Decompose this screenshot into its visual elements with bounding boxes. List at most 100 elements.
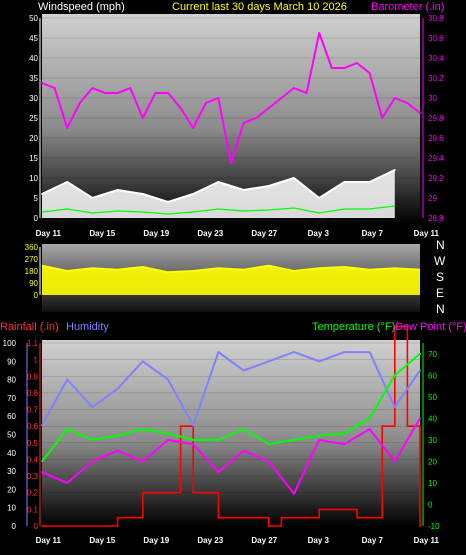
wind-x-tick-label: Day 7 [362, 229, 384, 238]
temperature-point [368, 417, 371, 420]
direction-line [41, 264, 421, 274]
barometer-point [179, 107, 182, 109]
barometer-point [217, 97, 220, 99]
barometer-point [192, 127, 195, 129]
humidity-label: Humidity [66, 321, 109, 333]
barometer-point [91, 87, 94, 89]
temperature-y-tick-label: -10 [428, 522, 440, 531]
barometer-y-tick-label: 30.4 [428, 54, 444, 63]
temperature-y-tick-label: 50 [428, 393, 437, 402]
wind-y-tick-label: 45 [29, 34, 38, 43]
windspeed-point [318, 197, 321, 199]
windspeed-point [167, 201, 169, 203]
rainfall-y-tick-label: 0.1 [27, 505, 39, 514]
dewpoint-point [116, 449, 119, 452]
compass-letter-e: E [436, 286, 444, 300]
windspeed-point [116, 189, 119, 191]
wind-y-tick-label: 0 [34, 214, 39, 223]
barometer-y-tick-label: 30.8 [428, 14, 444, 23]
dewpoint-point [66, 482, 69, 484]
windspeed-point [91, 197, 94, 199]
temperature-point [116, 434, 119, 437]
humidity-point [116, 387, 119, 390]
compass-letter-w: W [434, 254, 446, 268]
rainfall-y-tick-label: 0.5 [27, 439, 39, 448]
temperature-point [419, 352, 421, 355]
barometer-y-tick-label: 28.8 [428, 214, 444, 223]
dewpoint-point [192, 443, 195, 446]
humidity-point [167, 378, 169, 381]
barometer-point [293, 87, 295, 89]
barometer-point [280, 97, 283, 99]
windspeed-area [42, 170, 395, 218]
barometer-point [242, 122, 245, 124]
rainfall-y-tick-label: 1.1 [27, 339, 39, 348]
humidity-y-tick-label: 0 [12, 522, 17, 531]
wind-x-tick-label: Day 27 [251, 229, 277, 238]
direction-area [42, 265, 420, 295]
windspeed-point [66, 181, 69, 183]
barometer-point [330, 67, 333, 69]
rainfall-point [267, 525, 270, 527]
humidity-x-tick-label: Day 11 [414, 536, 440, 545]
dewpoint-point [343, 443, 346, 446]
humidity-point [318, 360, 321, 363]
humidity-point [66, 378, 69, 381]
temperature-point [242, 428, 245, 431]
barometer-point [393, 97, 396, 99]
rainfall-label: Rainfall (.in) [0, 321, 59, 333]
barometer-point [129, 87, 132, 89]
barometer-point [356, 62, 358, 64]
barometer-point [318, 32, 321, 34]
humidity-point [141, 360, 144, 363]
temperature-point [66, 428, 69, 431]
rainfall-point [141, 491, 144, 494]
humidity-point [267, 360, 270, 363]
wind-y-tick-label: 35 [29, 74, 38, 83]
wind-y-tick-label: 40 [29, 54, 38, 63]
wind-y-tick-label: 10 [29, 174, 38, 183]
rainfall-point [217, 516, 220, 519]
barometer-point [406, 102, 409, 104]
humidity-point [368, 351, 371, 354]
rainfall-y-tick-label: 0.9 [27, 372, 39, 381]
dewpoint-point [242, 449, 245, 452]
temperature-y-tick-label: 60 [428, 371, 437, 380]
windspeed-point [267, 185, 270, 187]
humidity-line [41, 351, 421, 427]
rainfall-point [419, 525, 421, 527]
rainfall-y-tick-label: 0.8 [27, 389, 39, 398]
wind-x-tick-label: Day 3 [308, 229, 330, 238]
windspeed-point [141, 193, 144, 195]
temperature-point [267, 443, 270, 446]
barometer-point [141, 117, 144, 119]
wind-y-tick-label: 30 [29, 94, 38, 103]
humidity-y-tick-label: 70 [7, 394, 16, 403]
humidity-x-tick-label: Day 19 [143, 536, 169, 545]
temperature-point [393, 374, 396, 377]
direction-y-tick-label: 180 [25, 267, 39, 276]
humidity-point [217, 351, 220, 354]
gust-line [41, 205, 395, 215]
barometer-point [116, 92, 119, 94]
windspeed-point [368, 181, 371, 183]
humidity-y-tick-label: 10 [7, 504, 16, 513]
dewpoint-point [318, 438, 321, 441]
dewpoint-point [217, 471, 220, 474]
wind-x-tick-label: Day 15 [89, 229, 115, 238]
barometer-point [41, 82, 43, 84]
rainfall-point [116, 516, 119, 519]
humidity-y-tick-label: 50 [7, 431, 16, 440]
barometer-point [381, 117, 384, 119]
windspeed-point [242, 189, 245, 191]
temperature-point [217, 438, 220, 441]
rainfall-point [393, 325, 396, 328]
wind-x-tick-label: Day 23 [197, 229, 223, 238]
barometer-point [167, 92, 169, 94]
humidity-y-tick-label: 60 [7, 412, 16, 421]
barometer-point [305, 92, 308, 94]
barometer-y-tick-label: 29.8 [428, 114, 444, 123]
humidity-y-tick-label: 20 [7, 485, 16, 494]
humidity-plot-area [42, 340, 420, 526]
